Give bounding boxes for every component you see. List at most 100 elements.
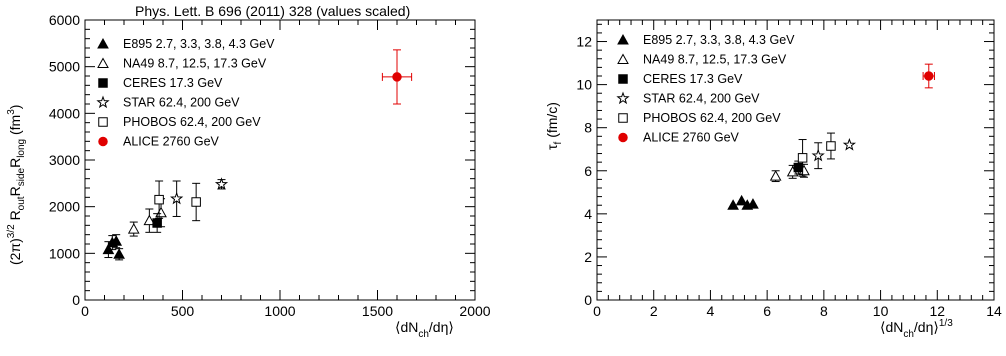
right-y-tick-label: 8 xyxy=(584,120,592,136)
right-legend-label: CERES 17.3 GeV xyxy=(643,72,743,86)
left-data-point xyxy=(113,248,125,261)
right-x-tick-label: 10 xyxy=(873,303,889,319)
right-axis-ticks xyxy=(596,20,995,301)
left-marker xyxy=(154,194,164,205)
left-legend-label: E895 2.7, 3.3, 3.8, 4.3 GeV xyxy=(123,37,275,51)
left-data-point xyxy=(191,182,201,222)
right-y-tick-label: 2 xyxy=(584,249,592,265)
left-data-point xyxy=(214,177,229,190)
right-legend-marker xyxy=(618,132,628,143)
right-legend-marker xyxy=(617,33,629,45)
left-data-points xyxy=(102,49,413,261)
right-legend-label: STAR 62.4, 200 GeV xyxy=(643,92,760,106)
right-legend-marker xyxy=(618,113,628,123)
left-x-tick-label: 0 xyxy=(81,303,89,319)
right-marker xyxy=(924,71,934,81)
left-legend-marker xyxy=(97,57,109,68)
right-data-point xyxy=(922,63,935,89)
right-legend-label: ALICE 2760 GeV xyxy=(643,131,740,145)
left-marker xyxy=(392,72,402,82)
svg-text:⟨dNch/dη⟩1/3: ⟨dNch/dη⟩1/3 xyxy=(880,318,953,340)
left-y-tick-label: 1000 xyxy=(49,245,80,261)
right-legend-marker xyxy=(618,74,628,84)
left-legend-marker xyxy=(97,37,109,49)
left-marker xyxy=(214,177,229,190)
right-panel: 0 2 4 6 8 10 12 14 0 2 4 6 8 10 12 τf (fm/c) ⟨dNch/dη⟩… xyxy=(544,19,1002,340)
svg-text:(2π)3/2 RoutRsideRlong (fm3): (2π)3/2 RoutRsideRlong (fm3) xyxy=(6,105,27,265)
left-legend-entry: STAR 62.4, 200 GeV xyxy=(96,95,240,110)
right-legend-label: E895 2.7, 3.3, 3.8, 4.3 GeV xyxy=(643,33,795,47)
right-marker xyxy=(797,153,808,163)
left-y-tick-label: 5000 xyxy=(49,59,80,75)
left-y-tick-label: 0 xyxy=(72,292,80,308)
right-legend: E895 2.7, 3.3, 3.8, 4.3 GeV NA49 8.7, 12.… xyxy=(616,33,795,145)
left-x-tick-label: 2000 xyxy=(459,303,490,319)
right-data-point xyxy=(811,142,825,170)
left-legend-label: ALICE 2760 GeV xyxy=(123,135,220,149)
right-legend-entry: ALICE 2760 GeV xyxy=(618,131,740,145)
right-x-tick-label: 6 xyxy=(763,303,771,319)
right-x-tick-label: 8 xyxy=(820,303,828,319)
left-legend-marker xyxy=(98,136,108,147)
right-marker xyxy=(842,137,857,151)
right-plot-frame xyxy=(596,19,995,301)
right-legend-entry: CERES 17.3 GeV xyxy=(618,72,743,86)
left-panel: Phys. Lett. B 696 (2011) 328 (values sca… xyxy=(6,3,491,340)
right-legend-entry: E895 2.7, 3.3, 3.8, 4.3 GeV xyxy=(617,33,795,47)
right-data-point xyxy=(793,160,804,175)
left-y-tick-label: 3000 xyxy=(49,152,80,168)
left-axis-ticks xyxy=(84,19,476,301)
right-legend-marker xyxy=(616,91,630,105)
left-marker xyxy=(127,223,140,234)
left-data-point xyxy=(154,180,164,219)
right-data-points xyxy=(727,63,935,210)
right-data-point xyxy=(797,139,808,177)
left-legend-marker xyxy=(98,117,108,127)
svg-text:τf (fm/c): τf (fm/c) xyxy=(544,102,564,150)
left-x-tick-label: 1000 xyxy=(264,303,295,319)
left-data-point xyxy=(170,180,184,217)
left-legend-entry: NA49 8.7, 12.5, 17.3 GeV xyxy=(97,57,267,71)
left-legend-entry: E895 2.7, 3.3, 3.8, 4.3 GeV xyxy=(97,37,275,51)
left-marker xyxy=(170,191,184,205)
left-x-axis-title: ⟨dNch/dη⟩ xyxy=(395,319,454,340)
right-x-tick-label: 4 xyxy=(707,303,715,319)
left-legend-label: CERES 17.3 GeV xyxy=(123,76,223,90)
right-axis-tick-labels: 0 2 4 6 8 10 12 14 0 2 4 6 8 10 12 xyxy=(576,34,1002,319)
left-legend-marker xyxy=(96,95,110,109)
svg-text:⟨dNch/dη⟩: ⟨dNch/dη⟩ xyxy=(395,319,454,340)
left-data-point xyxy=(381,49,413,105)
right-data-point xyxy=(842,137,857,151)
left-y-tick-label: 6000 xyxy=(49,12,80,28)
right-data-point xyxy=(747,198,759,209)
left-x-tick-label: 1500 xyxy=(362,303,393,319)
right-marker xyxy=(811,148,825,162)
right-x-tick-label: 12 xyxy=(929,303,945,319)
right-legend-entry: NA49 8.7, 12.5, 17.3 GeV xyxy=(617,53,787,67)
right-x-tick-label: 0 xyxy=(593,303,601,319)
right-legend-label: NA49 8.7, 12.5, 17.3 GeV xyxy=(643,53,787,67)
left-marker xyxy=(113,248,125,259)
right-marker xyxy=(769,170,782,181)
left-axis-tick-labels: 0 500 1000 1500 2000 0 1000 2000 3000 4000 5000 600… xyxy=(49,12,491,319)
left-legend-marker xyxy=(98,78,108,88)
right-marker xyxy=(727,199,739,210)
left-legend-entry: ALICE 2760 GeV xyxy=(98,135,220,149)
right-data-point xyxy=(735,194,748,206)
right-legend-label: PHOBOS 62.4, 200 GeV xyxy=(643,111,781,125)
left-legend-label: NA49 8.7, 12.5, 17.3 GeV xyxy=(123,57,267,71)
right-marker xyxy=(826,141,836,151)
right-legend-entry: PHOBOS 62.4, 200 GeV xyxy=(618,111,781,125)
right-legend-entry: STAR 62.4, 200 GeV xyxy=(616,91,760,106)
left-marker xyxy=(152,218,162,228)
left-data-point xyxy=(110,234,123,249)
right-y-tick-label: 0 xyxy=(584,292,592,308)
right-y-axis-title: τf (fm/c) xyxy=(544,102,564,150)
right-y-tick-label: 4 xyxy=(584,206,592,222)
right-x-tick-label: 14 xyxy=(986,303,1002,319)
right-data-point xyxy=(826,132,836,160)
left-chart-title: Phys. Lett. B 696 (2011) 328 (values sca… xyxy=(135,3,410,19)
left-data-point xyxy=(127,221,140,237)
left-data-point xyxy=(152,213,162,233)
right-marker xyxy=(793,162,804,173)
